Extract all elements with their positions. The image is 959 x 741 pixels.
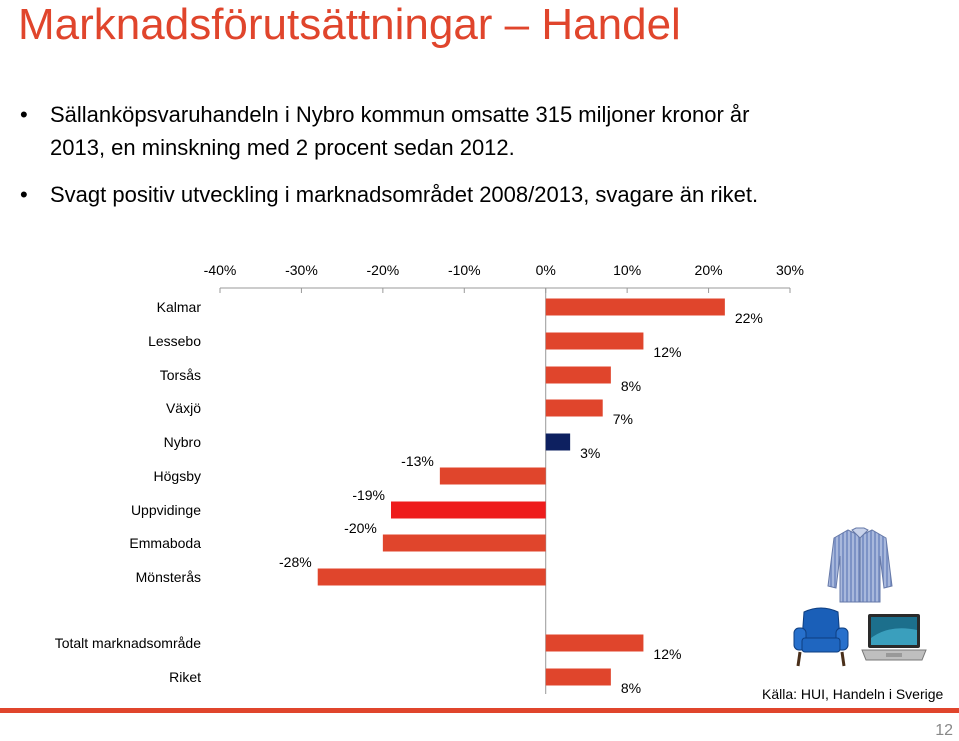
x-tick-label: 10% <box>613 262 641 278</box>
slide-title: Marknadsförutsättningar – Handel <box>18 0 681 49</box>
data-label: 8% <box>621 680 641 696</box>
bar <box>382 534 546 552</box>
x-tick-label: -40% <box>204 262 237 278</box>
bullet-item: • Svagt positiv utveckling i marknadsomr… <box>18 178 948 211</box>
data-label: 12% <box>653 344 681 360</box>
data-label: -28% <box>279 554 312 570</box>
shirt-photo <box>827 527 893 603</box>
bullet-text-line: Svagt positiv utveckling i marknadsområd… <box>50 182 759 207</box>
category-label: Nybro <box>164 434 202 450</box>
bar <box>391 501 546 519</box>
bar <box>545 433 571 451</box>
data-label: 22% <box>735 310 763 326</box>
bullet-list: • Sällanköpsvaruhandeln i Nybro kommun o… <box>18 98 948 225</box>
bar <box>545 332 644 350</box>
data-label: -13% <box>401 453 434 469</box>
category-label: Kalmar <box>157 299 202 315</box>
category-label: Växjö <box>166 400 201 416</box>
bar <box>545 668 611 686</box>
x-tick-label: 20% <box>695 262 723 278</box>
bar <box>439 467 546 485</box>
data-label: 7% <box>613 411 633 427</box>
bar <box>545 634 644 652</box>
data-label: 8% <box>621 378 641 394</box>
bullet-dot: • <box>20 182 28 207</box>
bar <box>545 399 603 417</box>
page-number: 12 <box>935 722 953 739</box>
bullet-text-line: Sällanköpsvaruhandeln i Nybro kommun oms… <box>50 102 750 127</box>
x-tick-label: -30% <box>285 262 318 278</box>
data-label: 12% <box>653 646 681 662</box>
x-tick-label: 30% <box>776 262 804 278</box>
x-tick-label: -20% <box>367 262 400 278</box>
armchair-photo <box>793 607 849 667</box>
category-label: Totalt marknadsområde <box>55 635 202 651</box>
category-label: Högsby <box>154 468 201 484</box>
laptop-photo <box>861 614 927 661</box>
bar <box>545 298 725 316</box>
category-label: Mönsterås <box>136 569 201 585</box>
x-tick-label: -10% <box>448 262 481 278</box>
bar <box>317 568 546 586</box>
data-label: -20% <box>344 520 377 536</box>
bar <box>545 366 611 384</box>
category-label: Riket <box>169 669 201 685</box>
x-tick-label: 0% <box>536 262 556 278</box>
data-label: -19% <box>352 487 385 503</box>
source-note: Källa: HUI, Handeln i Sverige <box>762 686 944 702</box>
footer-divider <box>0 708 959 713</box>
category-label: Torsås <box>160 367 201 383</box>
category-label: Emmaboda <box>129 535 201 551</box>
bullet-dot: • <box>20 102 28 127</box>
bullet-text-line: 2013, en minskning med 2 procent sedan 2… <box>50 135 515 160</box>
category-label: Lessebo <box>148 333 201 349</box>
data-label: 3% <box>580 445 600 461</box>
bullet-item: • Sällanköpsvaruhandeln i Nybro kommun o… <box>18 98 948 164</box>
category-label: Uppvidinge <box>131 502 201 518</box>
